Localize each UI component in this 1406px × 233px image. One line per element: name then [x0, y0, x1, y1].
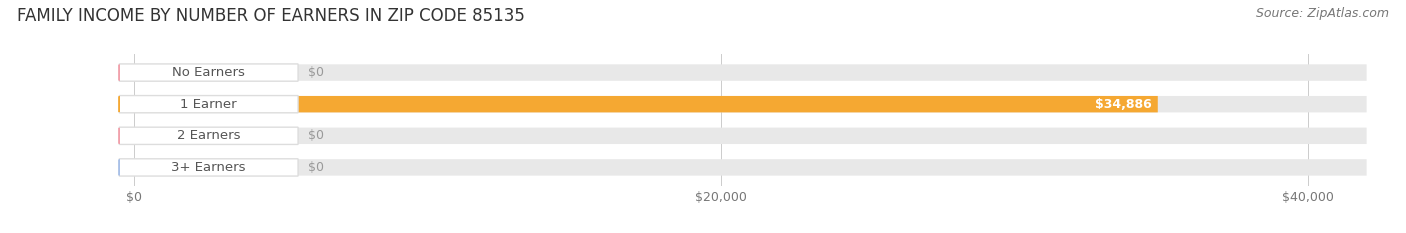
Text: $0: $0	[308, 66, 323, 79]
FancyBboxPatch shape	[134, 64, 1367, 81]
FancyBboxPatch shape	[120, 159, 298, 176]
Text: $34,886: $34,886	[1095, 98, 1152, 111]
Text: 2 Earners: 2 Earners	[177, 129, 240, 142]
FancyBboxPatch shape	[134, 96, 1157, 112]
FancyBboxPatch shape	[120, 64, 298, 81]
FancyBboxPatch shape	[134, 159, 1367, 176]
Text: No Earners: No Earners	[172, 66, 245, 79]
Text: 3+ Earners: 3+ Earners	[172, 161, 246, 174]
Text: FAMILY INCOME BY NUMBER OF EARNERS IN ZIP CODE 85135: FAMILY INCOME BY NUMBER OF EARNERS IN ZI…	[17, 7, 524, 25]
FancyBboxPatch shape	[120, 127, 298, 144]
Text: 1 Earner: 1 Earner	[180, 98, 238, 111]
Text: $0: $0	[308, 161, 323, 174]
FancyBboxPatch shape	[134, 96, 1367, 112]
FancyBboxPatch shape	[120, 96, 298, 113]
Text: Source: ZipAtlas.com: Source: ZipAtlas.com	[1256, 7, 1389, 20]
FancyBboxPatch shape	[134, 128, 1367, 144]
Text: $0: $0	[308, 129, 323, 142]
